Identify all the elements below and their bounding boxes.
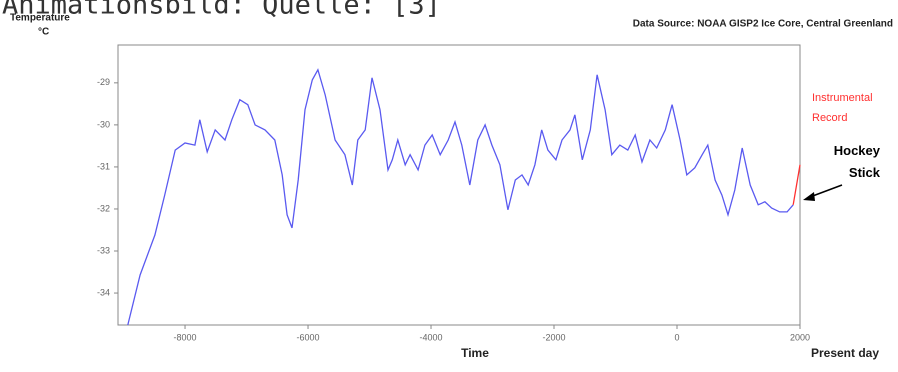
series-line <box>792 164 801 205</box>
source: Data Source: NOAA GISP2 Ice Core, Centra… <box>633 19 893 30</box>
x-tick-label: -6000 <box>297 332 320 342</box>
annotation-box: Hockey Stick <box>833 143 880 180</box>
y-tick-label: -33 <box>97 245 110 255</box>
arrow-head <box>803 192 815 201</box>
caption: Animationsbild: Quelle: [3] <box>2 0 441 21</box>
instrumental-annotation: Instrumental Record <box>812 92 873 124</box>
y-tick-label: -29 <box>97 77 110 87</box>
annotation-box: Instrumental Record <box>812 92 873 124</box>
x-tick-label: 0 <box>674 332 679 342</box>
x-axis-label: Time <box>461 346 489 360</box>
x-tick-label: -2000 <box>542 332 565 342</box>
x-tick-label: -8000 <box>174 332 197 342</box>
y-tick-label: -31 <box>97 161 110 171</box>
y-tick-label: -30 <box>97 119 110 129</box>
y-tick-label: -32 <box>97 203 110 213</box>
series-line <box>127 68 794 326</box>
hockey-annotation: Hockey Stick <box>833 143 880 180</box>
y-axis-unit: °C <box>38 27 49 38</box>
plot-frame <box>117 44 801 326</box>
x-tick-label: -4000 <box>420 332 443 342</box>
x-tick-label: 2000 <box>790 332 810 342</box>
arrow-line <box>809 184 843 198</box>
x-end-label: Present day <box>811 346 879 360</box>
y-tick-label: -34 <box>97 287 110 297</box>
y-axis-label: Temperature <box>10 13 70 24</box>
